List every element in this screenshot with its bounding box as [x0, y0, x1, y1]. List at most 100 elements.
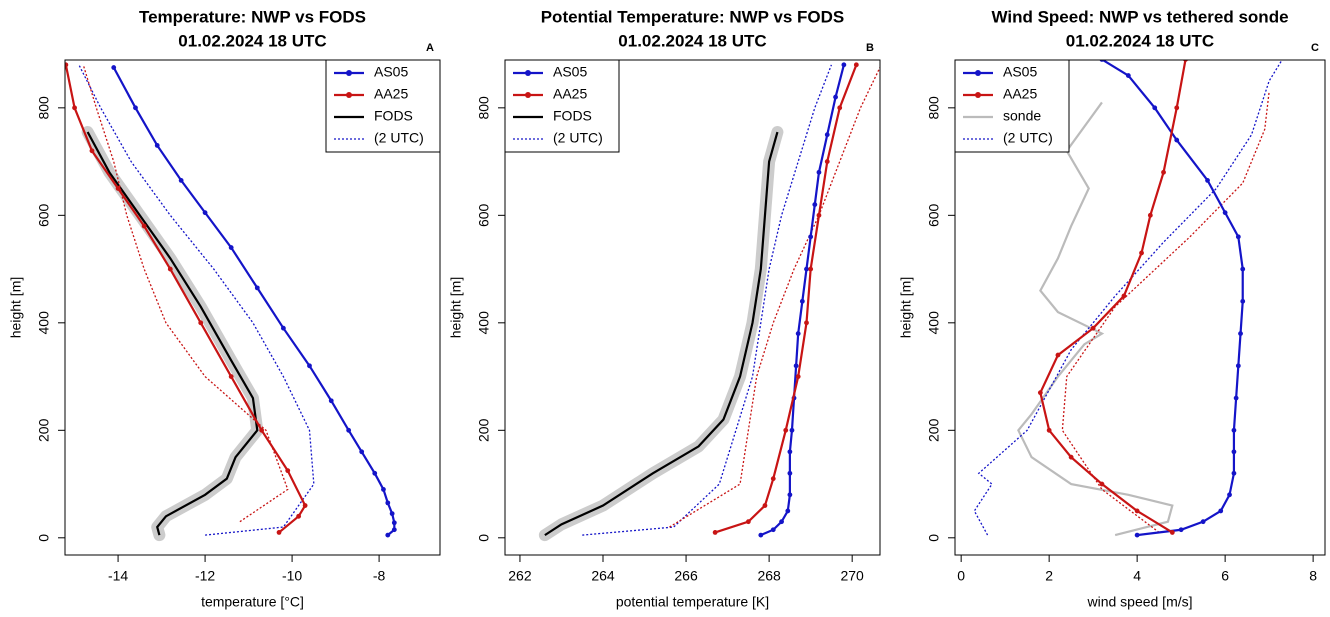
y-tick-label: 800	[36, 96, 52, 120]
data-point	[799, 298, 805, 304]
data-point	[1227, 492, 1232, 498]
x-tick-label: 8	[1309, 568, 1317, 584]
profile-line	[669, 65, 880, 528]
legend-label: (2 UTC)	[1003, 130, 1053, 146]
data-point	[779, 519, 784, 525]
profile-line	[714, 64, 858, 534]
legend-dot	[975, 92, 981, 98]
legend-box	[504, 59, 620, 153]
data-point	[328, 398, 334, 404]
data-point	[111, 65, 117, 70]
profile-line	[65, 64, 307, 534]
data-point	[1161, 169, 1166, 175]
data-point	[853, 62, 859, 68]
data-point	[824, 132, 830, 138]
legend-label: sonde	[1003, 108, 1041, 124]
data-point	[1183, 60, 1188, 62]
data-point	[816, 169, 822, 175]
y-tick-label: 0	[476, 534, 492, 542]
data-point	[1231, 470, 1237, 476]
x-tick-label: 264	[591, 568, 615, 584]
data-point	[385, 500, 391, 506]
uncertainty-band	[538, 126, 784, 542]
x-tick-label: 270	[840, 568, 864, 584]
profile-line	[544, 131, 779, 537]
data-point	[1174, 105, 1180, 111]
legend-dot	[975, 70, 981, 76]
data-point	[228, 374, 234, 379]
data-point	[346, 427, 352, 433]
plot-frame	[64, 59, 441, 556]
data-point	[1218, 508, 1224, 514]
data-point	[280, 325, 286, 331]
data-point	[228, 245, 234, 250]
data-point	[837, 105, 843, 111]
legend-dot	[346, 92, 352, 98]
chart-subtitle: 01.02.2024 18 UTC	[178, 31, 326, 50]
x-tick-label: -10	[282, 568, 302, 584]
legend-box	[325, 59, 441, 153]
data-point	[812, 202, 818, 207]
profile-line	[582, 64, 833, 536]
data-point	[770, 476, 776, 482]
data-point	[1134, 508, 1140, 514]
uncertainty-band	[81, 126, 264, 542]
y-tick-label: 600	[926, 203, 942, 227]
data-point	[1090, 325, 1096, 331]
data-point	[276, 530, 282, 535]
data-point	[1178, 527, 1184, 533]
data-point	[1099, 60, 1105, 62]
data-point	[359, 449, 365, 455]
data-point	[285, 468, 291, 474]
data-point	[389, 511, 395, 517]
y-axis-label: height [m]	[448, 277, 464, 338]
legend-label: AS05	[374, 64, 408, 80]
profile-line	[1101, 60, 1244, 537]
panel-label: C	[1311, 42, 1319, 54]
plot-frame	[504, 59, 881, 556]
data-point	[783, 427, 789, 433]
data-point	[795, 374, 801, 379]
data-point	[1055, 352, 1061, 358]
plot-area	[973, 60, 1283, 538]
data-point	[133, 105, 138, 111]
data-point	[808, 266, 814, 272]
y-tick-label: 800	[926, 96, 942, 120]
x-tick-label: -8	[373, 568, 386, 584]
legend-label: AS05	[553, 64, 587, 80]
data-point	[787, 470, 793, 476]
profile-line	[86, 131, 259, 536]
data-point	[1169, 530, 1175, 535]
data-point	[762, 503, 768, 508]
chart-title: Temperature: NWP vs FODS	[139, 7, 366, 26]
plot-frame	[954, 59, 1326, 556]
y-tick-label: 200	[926, 418, 942, 442]
data-point	[816, 212, 822, 218]
x-tick-label: 268	[757, 568, 781, 584]
data-point	[1222, 210, 1228, 216]
profile-line	[1039, 60, 1187, 534]
data-point	[1121, 293, 1127, 299]
panel-label: A	[426, 42, 434, 54]
data-point	[381, 487, 386, 492]
chart-subtitle: 01.02.2024 18 UTC	[1066, 31, 1214, 50]
data-point	[808, 234, 814, 240]
y-axis-label: height [m]	[898, 277, 914, 338]
y-tick-label: 800	[476, 96, 492, 120]
legend-label: FODS	[553, 108, 592, 124]
data-point	[202, 210, 208, 216]
data-point	[391, 527, 397, 533]
y-tick-label: 200	[36, 418, 52, 442]
chart-subtitle: 01.02.2024 18 UTC	[618, 31, 766, 50]
panel: Potential Temperature: NWP vs FODS 01.02.…	[448, 7, 881, 610]
x-tick-label: 2	[1045, 568, 1053, 584]
data-point	[841, 62, 847, 68]
data-point	[787, 492, 793, 498]
data-point	[712, 530, 718, 535]
data-point	[793, 363, 799, 369]
data-point	[1231, 427, 1237, 433]
data-point	[72, 105, 77, 111]
data-point	[1139, 250, 1144, 256]
y-tick-label: 600	[36, 203, 52, 227]
y-tick-label: 600	[476, 203, 492, 227]
